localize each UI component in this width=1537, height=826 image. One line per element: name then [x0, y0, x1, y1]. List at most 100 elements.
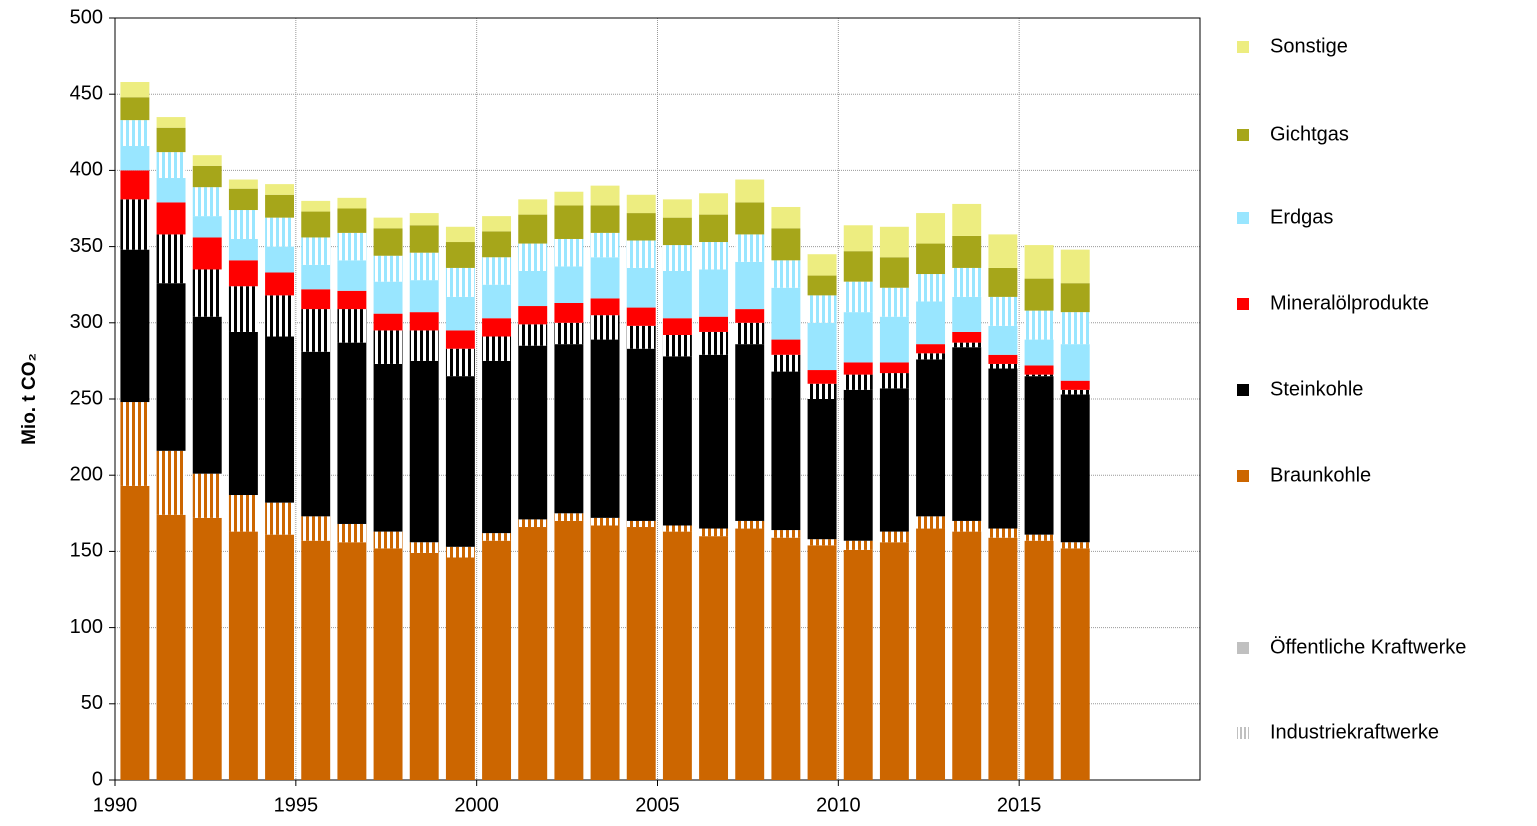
bar-segment [699, 316, 729, 332]
bar-segment [1024, 278, 1054, 311]
x-tick-label: 1990 [93, 794, 138, 816]
bar-segment [120, 97, 150, 121]
bar-segment [337, 523, 367, 543]
bar-segment [518, 519, 548, 528]
bar-segment [771, 260, 801, 288]
legend-label: Gichtgas [1270, 123, 1349, 145]
bar-segment [265, 502, 295, 535]
bar-segment [843, 540, 873, 550]
y-tick-label: 250 [70, 387, 103, 409]
bar-segment [554, 520, 584, 780]
legend-swatch [1237, 41, 1249, 53]
bar-segment [699, 269, 729, 317]
bar-segment [120, 170, 150, 200]
bar-segment [590, 205, 620, 233]
bar-segment [735, 520, 765, 529]
bar-segment [482, 540, 512, 780]
bar-segment [807, 545, 837, 780]
legend-label: Erdgas [1270, 206, 1333, 228]
bar-segment [554, 238, 584, 267]
bar-segment [409, 312, 439, 331]
bar-segment [1024, 540, 1054, 780]
bar-segment [228, 260, 258, 287]
bar-segment [879, 531, 909, 543]
legend-swatch [1237, 384, 1249, 396]
bar-segment [301, 200, 331, 212]
bar-segment [626, 348, 656, 521]
legend-swatch [1237, 298, 1249, 310]
y-tick-label: 500 [70, 6, 103, 28]
bar-segment [879, 362, 909, 374]
bar-segment [952, 520, 982, 532]
bar-segment [988, 528, 1018, 538]
bar-segment [554, 302, 584, 323]
bar-segment [1060, 249, 1090, 284]
bar-segment [699, 354, 729, 529]
bar-segment [445, 242, 475, 268]
bar-segment [916, 301, 946, 345]
bar-segment [120, 199, 150, 250]
bar-segment [301, 309, 331, 352]
bar-segment [265, 184, 295, 195]
bar-segment [228, 179, 258, 189]
bar-segment [445, 557, 475, 780]
bar-segment [626, 194, 656, 214]
x-tick-label: 1995 [274, 794, 319, 816]
bar-segment [916, 344, 946, 354]
bar-segment [735, 309, 765, 323]
bar-segment [1024, 365, 1054, 375]
bar-segment [807, 383, 837, 399]
bar-segment [662, 318, 692, 335]
bar-segment [916, 528, 946, 780]
bar-segment [156, 450, 186, 515]
y-tick-label: 150 [70, 540, 103, 562]
bar-segment [554, 322, 584, 345]
bar-segment [590, 517, 620, 526]
bar-segment [988, 537, 1018, 780]
y-tick-label: 50 [81, 692, 103, 714]
bar-segment [445, 546, 475, 558]
bar-segment [554, 266, 584, 303]
bar-segment [192, 269, 222, 317]
bar-segment [590, 257, 620, 299]
bar-segment [265, 217, 295, 247]
bar-segment [626, 527, 656, 780]
y-tick-label: 300 [70, 311, 103, 333]
bar-segment [373, 531, 403, 549]
bar-segment [916, 353, 946, 360]
bar-segment [1060, 344, 1090, 381]
bar-segment [409, 330, 439, 361]
bar-segment [590, 232, 620, 258]
bar-segment [409, 213, 439, 226]
bar-segment [554, 191, 584, 206]
bar-segment [771, 537, 801, 780]
bar-segment [735, 322, 765, 345]
bar-segment [337, 309, 367, 343]
bar-segment [518, 214, 548, 244]
bar-segment [337, 232, 367, 261]
bar-segment [192, 517, 222, 780]
bar-segment [409, 225, 439, 253]
bar-segment [952, 331, 982, 343]
bar-segment [662, 270, 692, 319]
legend-swatch [1237, 470, 1249, 482]
bar-segment [952, 235, 982, 268]
bar-segment [1024, 374, 1054, 377]
bar-segment [228, 331, 258, 496]
bar-segment [771, 530, 801, 538]
bar-segment [807, 539, 837, 546]
bar-segment [518, 243, 548, 271]
bar-segment [735, 179, 765, 203]
bar-segment [662, 356, 692, 526]
bar-segment [735, 528, 765, 780]
bar-segment [192, 216, 222, 238]
bar-segment [626, 267, 656, 308]
y-tick-label: 100 [70, 616, 103, 638]
bar-segment [916, 274, 946, 302]
bar-segment [156, 234, 186, 284]
bar-segment [916, 516, 946, 529]
bar-segment [192, 316, 222, 474]
bar-segment [988, 368, 1018, 529]
legend-swatch [1237, 129, 1249, 141]
